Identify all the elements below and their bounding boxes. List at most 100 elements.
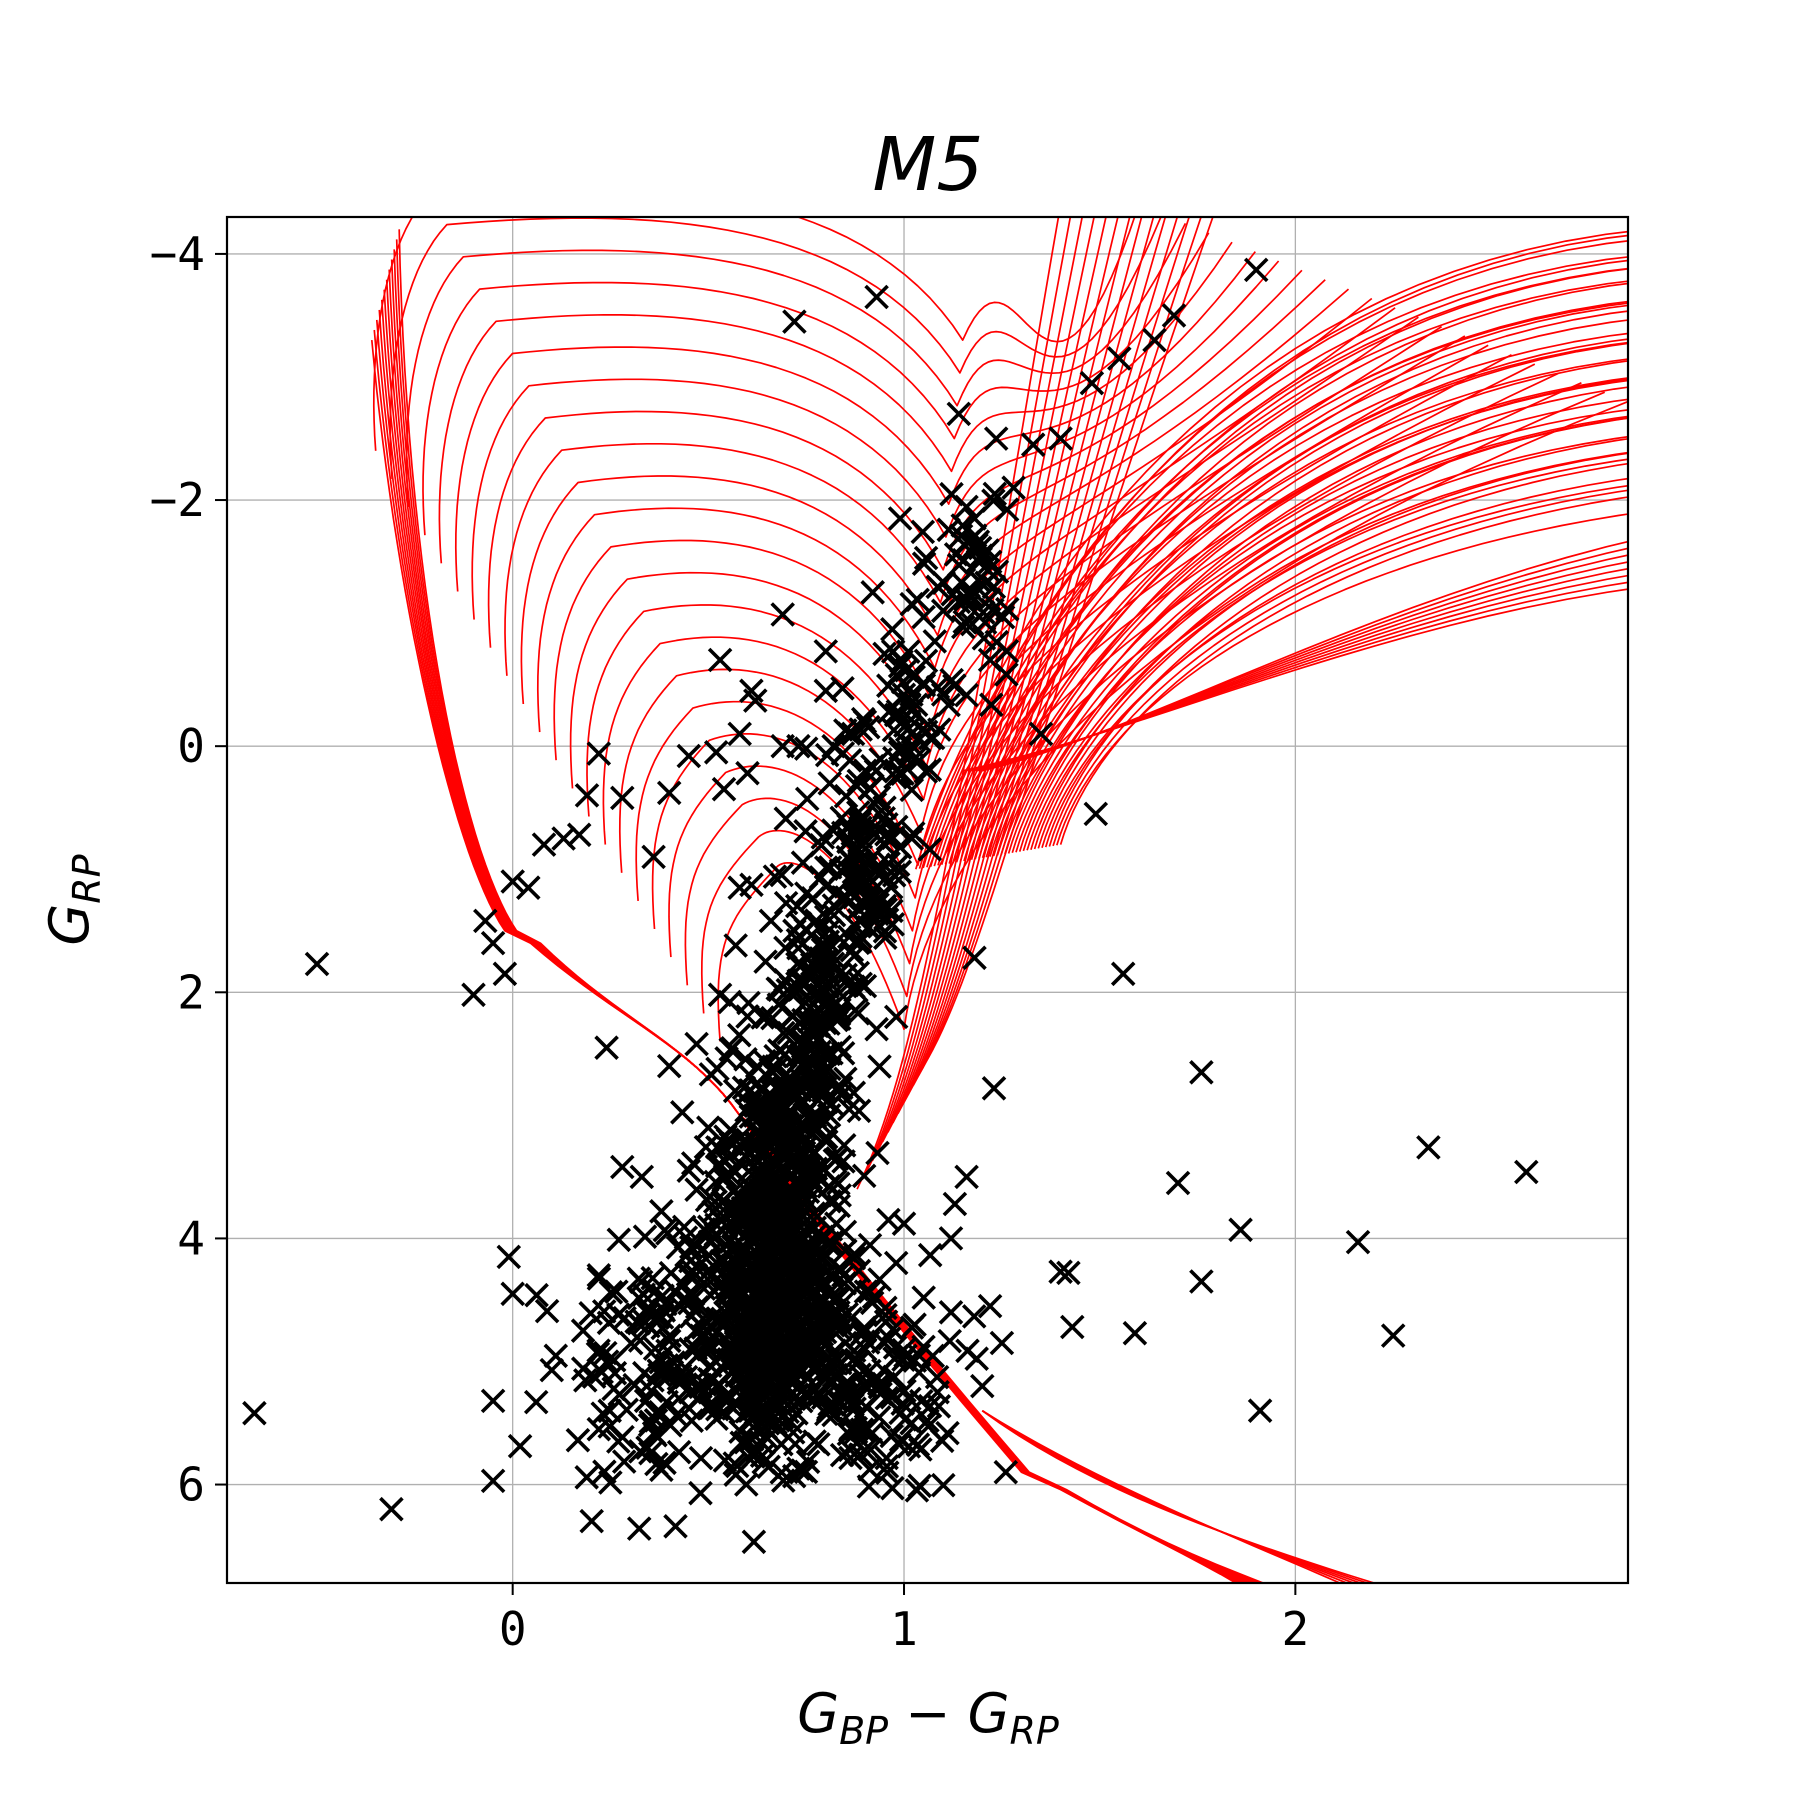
scatter-point <box>586 1416 612 1442</box>
scatter-point <box>1345 1229 1371 1255</box>
scatter-point <box>1048 426 1073 451</box>
scatter-point <box>982 481 1008 507</box>
scatter-point <box>953 587 978 612</box>
scatter-point <box>705 1135 730 1160</box>
scatter-point <box>856 1474 882 1499</box>
scatter-point <box>821 733 846 759</box>
scatter-point <box>793 819 818 844</box>
y-tick-label: −4 <box>150 227 205 281</box>
scatter-point <box>829 805 854 831</box>
scatter-point <box>983 426 1009 451</box>
scatter-point <box>770 1020 796 1046</box>
scatter-point <box>539 1357 565 1383</box>
scatter-point <box>970 600 996 625</box>
scatter-point <box>841 851 866 876</box>
scatter-point <box>859 1290 885 1316</box>
y-axis-label-sub: RP <box>65 854 109 903</box>
chart-title: M5 <box>873 122 984 208</box>
isochrone-red-giant-branch <box>881 217 1119 1143</box>
scatter-point <box>773 1108 798 1133</box>
scatter-point <box>790 1068 815 1094</box>
scatter-point <box>684 1343 710 1368</box>
scatter-point <box>606 1302 631 1327</box>
scatter-point <box>722 1078 748 1104</box>
scatter-point <box>891 1347 916 1372</box>
scatter-point <box>586 1266 612 1291</box>
scatter-point <box>781 1463 807 1489</box>
scatter-point <box>574 1465 599 1490</box>
scatter-point <box>737 1378 763 1403</box>
scatter-point <box>946 589 972 615</box>
scatter-point <box>739 678 764 704</box>
scatter-point <box>817 1056 842 1082</box>
x-tick-label: 1 <box>890 1602 918 1656</box>
x-axis-label: GBP − GRP <box>797 1682 1059 1753</box>
y-tick-label: 2 <box>177 965 205 1019</box>
scatter-point <box>1514 1159 1539 1185</box>
scatter-point <box>873 925 898 950</box>
isochrone-red-giant-branch <box>892 217 1143 1124</box>
scatter-point <box>913 648 939 674</box>
scatter-point <box>887 653 913 679</box>
x-tick-label: 0 <box>499 1602 527 1656</box>
scatter-point <box>626 1516 652 1541</box>
scatter-point <box>743 1213 768 1239</box>
scatter-point <box>691 1217 717 1242</box>
scatter-point <box>745 1101 771 1126</box>
scatter-point <box>758 908 784 934</box>
scatter-point <box>875 827 901 852</box>
scatter-points <box>242 257 1539 1555</box>
y-tick-label: 0 <box>177 719 205 773</box>
scatter-point <box>683 1262 709 1288</box>
scatter-point <box>762 864 788 889</box>
scatter-point <box>707 647 733 673</box>
scatter-point <box>784 893 810 919</box>
scatter-point <box>831 1149 856 1174</box>
scatter-point <box>891 1211 917 1236</box>
scatter-point <box>896 639 921 664</box>
scatter-point <box>524 1282 549 1308</box>
scatter-point <box>658 1260 684 1286</box>
scatter-point <box>995 596 1020 622</box>
scatter-point <box>741 1529 767 1555</box>
scatter-point <box>888 736 913 761</box>
scatter-point <box>813 855 839 880</box>
isochrone-extension <box>982 540 1628 772</box>
scatter-point <box>797 994 823 1020</box>
scatter-point <box>922 629 948 654</box>
isochrone-curves <box>370 217 1628 1583</box>
scatter-point <box>786 733 811 759</box>
scatter-point <box>735 1444 761 1470</box>
scatter-point <box>592 1459 617 1484</box>
scatter-point <box>801 1262 827 1287</box>
isochrone-red-giant-branch <box>922 217 1214 1067</box>
scatter-point <box>753 949 778 974</box>
x-axis-label-minus: − G <box>888 1682 1009 1745</box>
scatter-point <box>590 1401 615 1426</box>
scatter-point <box>807 1039 833 1065</box>
scatter-point <box>594 1035 619 1060</box>
scatter-point <box>1083 801 1109 827</box>
isochrone-giant-branch <box>1041 484 1628 849</box>
scatter-point <box>977 1293 1003 1319</box>
x-axis-label-g1: G <box>797 1682 839 1745</box>
scatter-point <box>1165 1170 1191 1196</box>
scatter-point <box>910 519 936 545</box>
scatter-point <box>652 1450 677 1476</box>
scatter-point <box>715 1127 741 1153</box>
isochrone-giant-branch <box>948 300 1628 864</box>
scatter-point <box>748 1428 773 1454</box>
scatter-point <box>1079 370 1105 396</box>
scatter-point <box>610 1154 635 1180</box>
scatter-point <box>721 1335 746 1361</box>
scatter-point <box>727 721 752 747</box>
scatter-point <box>843 1419 869 1445</box>
scatter-point <box>821 818 846 843</box>
scatter-point <box>733 1311 759 1336</box>
scatter-point <box>981 1076 1007 1101</box>
scatter-point <box>989 1330 1015 1356</box>
scatter-point <box>825 1146 850 1171</box>
scatter-point <box>735 1004 760 1029</box>
scatter-point <box>852 1437 878 1463</box>
